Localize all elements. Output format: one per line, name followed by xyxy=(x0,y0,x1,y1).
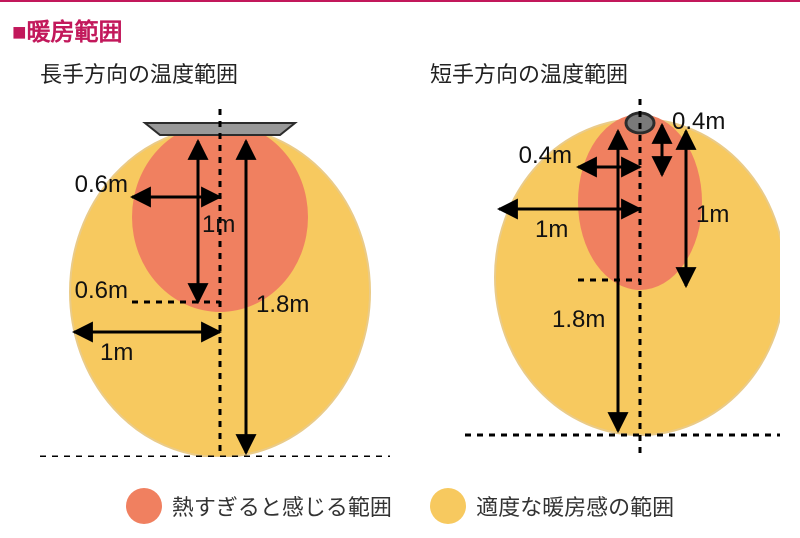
svg-text:0.6m: 0.6m xyxy=(75,277,128,304)
legend-hot-label: 熱すぎると感じる範囲 xyxy=(172,490,392,522)
svg-text:1.8m: 1.8m xyxy=(552,306,605,333)
section-title: ■暖房範囲 xyxy=(0,2,800,51)
legend-comfort: 適度な暖房感の範囲 xyxy=(430,488,674,524)
diagram-short-side: 短手方向の温度範囲 0.4m 0.4m 1m 1m 1.8m xyxy=(410,51,780,457)
svg-text:1m: 1m xyxy=(696,201,729,228)
svg-right: 0.4m 0.4m 1m 1m 1.8m xyxy=(410,97,780,457)
svg-text:0.4m: 0.4m xyxy=(519,142,572,169)
subtitle-right: 短手方向の温度範囲 xyxy=(430,57,780,89)
svg-text:1.8m: 1.8m xyxy=(256,291,309,318)
legend-hot-swatch xyxy=(126,488,162,524)
svg-text:1m: 1m xyxy=(535,216,568,243)
diagram-long-side: 長手方向の温度範囲 0.6m 0.6m 1m 1m 1.8m xyxy=(20,51,390,457)
legend: 熱すぎると感じる範囲 適度な暖房感の範囲 xyxy=(0,488,800,530)
svg-text:1m: 1m xyxy=(202,211,235,238)
title-bullet: ■ xyxy=(12,19,27,46)
legend-hot: 熱すぎると感じる範囲 xyxy=(126,488,392,524)
title-text: 暖房範囲 xyxy=(27,19,123,46)
subtitle-left: 長手方向の温度範囲 xyxy=(40,57,390,89)
svg-text:0.6m: 0.6m xyxy=(75,171,128,198)
svg-text:1m: 1m xyxy=(100,339,133,366)
diagram-row: 長手方向の温度範囲 0.6m 0.6m 1m 1m 1.8m 短手方向の温度範囲 0.4… xyxy=(0,51,800,457)
legend-comfort-label: 適度な暖房感の範囲 xyxy=(476,490,674,522)
svg-text:0.4m: 0.4m xyxy=(672,108,725,135)
legend-comfort-swatch xyxy=(430,488,466,524)
svg-left: 0.6m 0.6m 1m 1m 1.8m xyxy=(20,97,390,457)
